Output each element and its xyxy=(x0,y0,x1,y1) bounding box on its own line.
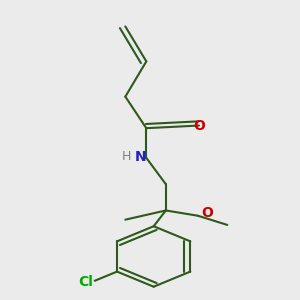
Text: N: N xyxy=(135,150,147,164)
Text: H: H xyxy=(122,150,131,163)
Text: Cl: Cl xyxy=(78,275,93,289)
Text: O: O xyxy=(193,118,205,133)
Text: O: O xyxy=(201,206,213,220)
